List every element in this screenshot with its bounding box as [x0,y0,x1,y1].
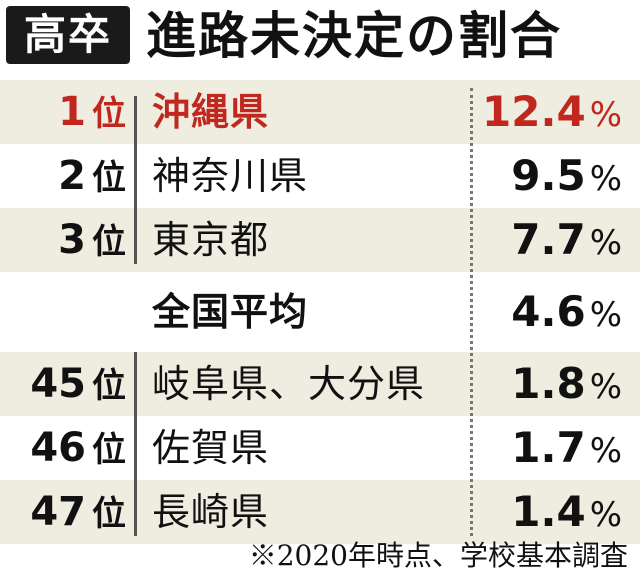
category-badge: 高卒 [6,6,130,64]
percent-cell: 12.4% [482,80,622,144]
table-row-rank-46: 46 位 佐賀県 1.7% [0,416,640,480]
value-divider [470,88,473,536]
percent-unit: % [589,223,622,263]
prefecture-cell: 沖縄県 [152,90,270,134]
percent-value: 7.7 [511,215,586,264]
rank-number: 2 [58,153,86,199]
percent-unit: % [589,159,622,199]
rank-divider-top [134,96,137,264]
rank-number: 45 [30,361,86,407]
prefecture-cell: 神奈川県 [152,154,309,198]
prefecture-cell: 岐阜県、大分県 [152,362,426,406]
percent-value: 4.6 [511,287,586,336]
table-row-rank-47: 47 位 長崎県 1.4% [0,480,640,544]
prefecture-cell: 佐賀県 [152,426,270,470]
rank-suffix: 位 [92,430,126,470]
percent-cell: 1.8% [511,352,622,416]
percent-unit: % [589,495,622,535]
rank-number: 3 [58,217,86,263]
rank-suffix: 位 [92,94,126,134]
rank-number: 47 [30,489,86,535]
prefecture-cell: 長崎県 [152,490,270,534]
table-row-rank-45: 45 位 岐阜県、大分県 1.8% [0,352,640,416]
percent-cell: 9.5% [511,144,622,208]
header: 高卒 進路未決定の割合 [0,0,640,74]
prefecture-cell: 東京都 [152,218,270,262]
percent-cell: 7.7% [511,208,622,272]
rank-suffix: 位 [92,494,126,534]
table-row-national-average: 全国平均 4.6% [0,272,640,352]
rank-number: 46 [30,425,86,471]
percent-cell: 1.4% [511,480,622,544]
rank-cell: 47 位 [0,480,126,544]
page-title: 進路未決定の割合 [146,7,562,65]
percent-value: 1.4 [511,487,586,536]
percent-unit: % [589,95,622,135]
rank-divider-bottom [134,352,137,536]
rank-suffix: 位 [92,222,126,262]
percent-value: 1.8 [511,359,586,408]
rank-number: 1 [58,89,86,135]
rank-cell: 45 位 [0,352,126,416]
prefecture-cell: 全国平均 [152,290,309,334]
percent-value: 9.5 [511,151,586,200]
percent-value: 1.7 [511,423,586,472]
percent-cell: 1.7% [511,416,622,480]
percent-unit: % [589,295,622,335]
percent-unit: % [589,431,622,471]
rank-suffix: 位 [92,158,126,198]
percent-cell: 4.6% [511,272,622,352]
rank-suffix: 位 [92,366,126,406]
percent-value: 12.4 [482,87,586,136]
rank-cell: 46 位 [0,416,126,480]
percent-unit: % [589,367,622,407]
footnote: ※2020年時点、学校基本調査 [248,539,628,572]
